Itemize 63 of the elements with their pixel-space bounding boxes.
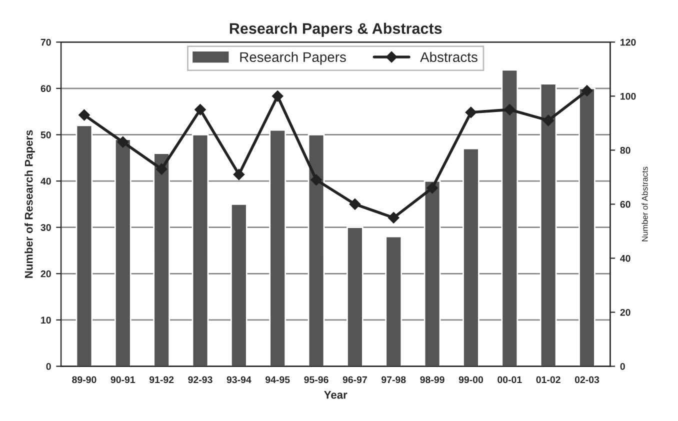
bar [385,236,402,366]
point [272,90,284,102]
point [156,163,168,175]
y-tick-label: 20 [40,270,51,278]
x-tick-label: 98-99 [420,376,444,384]
bar [424,180,441,366]
x-tick-label: 92-93 [188,376,212,384]
bar [462,148,480,366]
point [310,174,322,186]
y2-tick-label: 80 [620,146,630,154]
bar [269,129,286,366]
bar [578,88,596,366]
x-tick-label: 91-92 [149,376,174,384]
y-tick-label: 50 [40,131,51,138]
point [388,212,400,224]
x-axis-title: Year [324,391,348,399]
x-tick-label: 01-02 [536,376,560,384]
bar [114,138,132,366]
point [194,104,206,116]
point [349,198,361,210]
x-tick-label: 95-96 [304,376,328,384]
x-tick-label: 96-97 [342,376,367,384]
y2-axis-title: Number of Abstracts [642,166,648,242]
bar [76,124,93,366]
y2-tick-label: 100 [620,92,636,100]
bar [192,134,209,366]
bar [230,203,248,366]
y-tick-label: 60 [40,85,51,92]
x-tick-label: 90-91 [110,376,136,384]
y-tick-label: 0 [46,363,51,370]
bar [540,83,557,366]
point [78,109,90,121]
x-tick-label: 02-03 [574,376,600,384]
point [426,182,438,194]
x-tick-label: 97-98 [382,376,406,384]
y-tick-label: 40 [40,178,51,185]
x-tick-label: 89-90 [72,376,96,384]
chart-title: Research Papers & Abstracts [230,22,442,37]
point [581,85,593,96]
legend-label: Research Papers [240,52,346,65]
y2-tick-label: 60 [620,200,630,208]
y-tick-label: 10 [41,316,51,324]
bar [153,152,170,366]
bar [308,134,325,366]
y2-tick-label: 20 [620,308,630,316]
y2-tick-label: 120 [620,38,636,46]
y2-tick-label: 40 [620,254,630,262]
y-tick-label: 30 [40,224,51,231]
bar [346,226,364,366]
x-tick-label: 00-01 [498,376,522,384]
y2-tick-label: 0 [620,363,625,370]
point [504,104,516,116]
x-tick-label: 94-95 [266,376,290,384]
point [465,106,477,118]
x-tick-label: 93-94 [226,376,252,384]
legend-label: Abstracts [420,52,478,62]
y-axis-title: Number of Research Papers [24,130,35,278]
point [117,136,129,148]
y-tick-label: 70 [40,38,51,46]
point [542,114,554,126]
point [233,168,245,180]
x-tick-label: 99-00 [458,376,484,384]
bar [501,69,518,366]
